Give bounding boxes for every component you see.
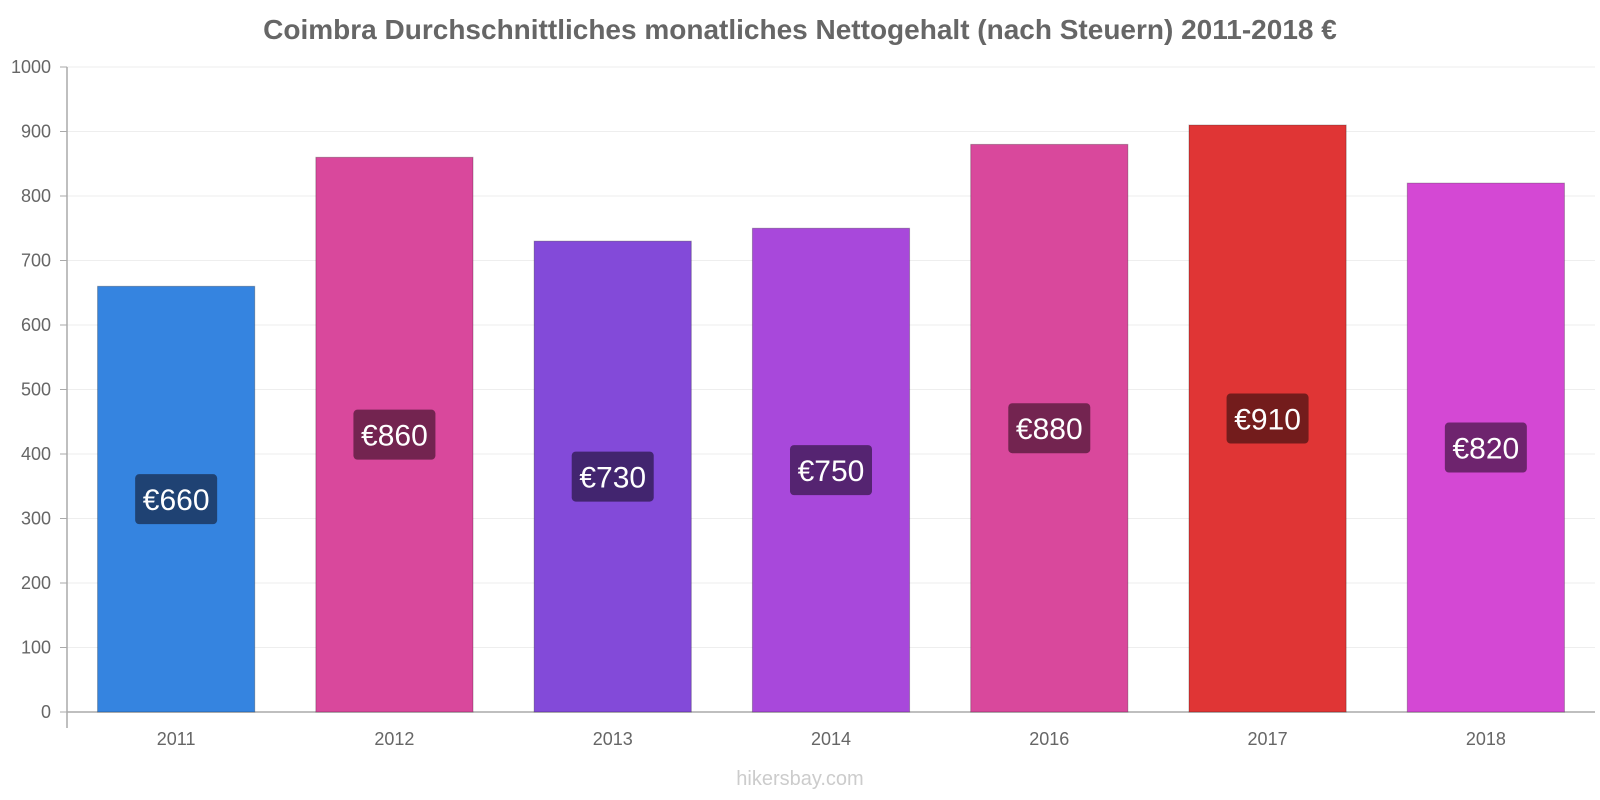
watermark: hikersbay.com xyxy=(736,768,864,790)
y-tick-label: 900 xyxy=(21,122,51,142)
data-label: €730 xyxy=(579,462,646,495)
x-tick-label: 2016 xyxy=(1029,729,1069,749)
y-tick-label: 300 xyxy=(21,509,51,529)
data-label-box xyxy=(135,474,218,525)
x-tick-label: 2017 xyxy=(1248,729,1288,749)
data-label: €750 xyxy=(798,455,865,488)
y-tick-label: 800 xyxy=(21,186,51,206)
data-label: €910 xyxy=(1234,404,1301,437)
y-tick-label: 400 xyxy=(21,444,51,464)
data-label-box xyxy=(790,445,872,496)
data-label: €660 xyxy=(143,484,210,517)
y-tick-label: 600 xyxy=(21,315,51,335)
data-label-box xyxy=(1226,393,1309,444)
data-label-box xyxy=(571,451,654,502)
y-tick-label: 100 xyxy=(21,638,51,658)
y-tick-label: 1000 xyxy=(11,57,51,77)
data-label-box xyxy=(1444,422,1527,473)
data-label-box xyxy=(1008,403,1091,454)
data-label: €880 xyxy=(1016,413,1083,446)
x-tick-label: 2018 xyxy=(1466,729,1506,749)
x-tick-label: 2014 xyxy=(811,729,851,749)
y-tick-label: 200 xyxy=(21,573,51,593)
y-tick-label: 500 xyxy=(21,380,51,400)
chart-title: Coimbra Durchschnittliches monatliches N… xyxy=(263,14,1337,45)
y-tick-label: 0 xyxy=(41,702,51,722)
x-tick-label: 2013 xyxy=(593,729,633,749)
data-label-box xyxy=(353,409,436,460)
x-tick-label: 2011 xyxy=(157,729,196,749)
x-tick-label: 2012 xyxy=(374,729,414,749)
y-tick-label: 700 xyxy=(21,251,51,271)
data-label: €820 xyxy=(1452,433,1519,466)
data-label: €860 xyxy=(361,420,428,453)
